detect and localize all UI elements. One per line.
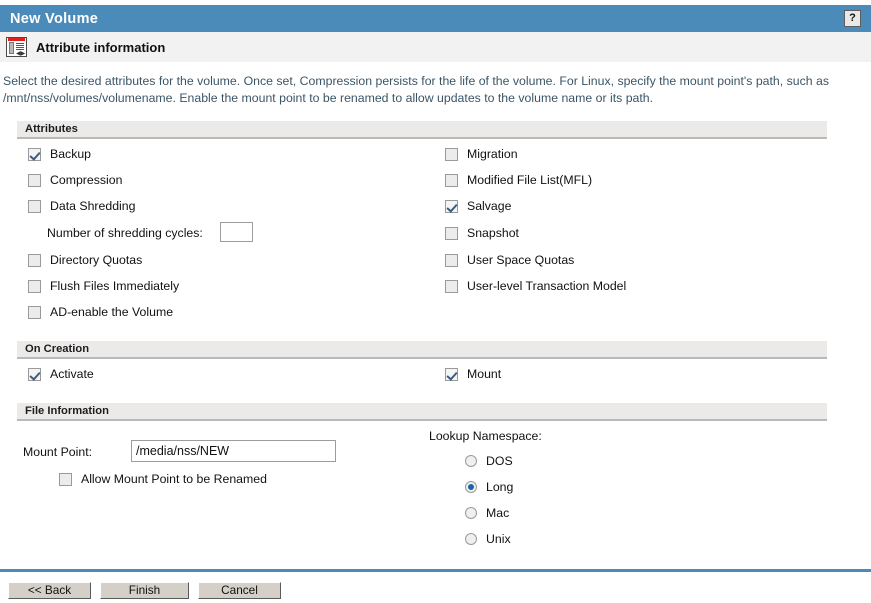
section-title-file-information: File Information — [25, 405, 109, 417]
checkbox-directory-quotas[interactable] — [28, 253, 41, 267]
radio-row-long[interactable]: Long — [465, 480, 513, 494]
section-title-on-creation: On Creation — [25, 343, 90, 355]
radio-label-dos: DOS — [486, 454, 513, 468]
checkbox-row-allow-mount-point-renamed[interactable]: Allow Mount Point to be Renamed — [59, 472, 267, 486]
checkbox-label-backup: Backup — [50, 147, 92, 161]
checkbox-label-user-space-quotas: User Space Quotas — [467, 253, 575, 267]
checkbox-row-migration[interactable]: Migration — [445, 147, 518, 161]
finish-button[interactable]: Finish — [100, 582, 189, 599]
radio-unix[interactable] — [465, 533, 477, 545]
footer-divider — [0, 569, 871, 572]
checkbox-flush-files-immediately[interactable] — [28, 279, 41, 293]
radio-row-mac[interactable]: Mac — [465, 506, 509, 520]
shredding-cycles-input[interactable] — [220, 222, 253, 242]
checkbox-row-directory-quotas[interactable]: Directory Quotas — [28, 253, 142, 267]
attribute-panel-icon: ◀▶ — [6, 37, 27, 57]
checkbox-label-snapshot: Snapshot — [467, 226, 519, 240]
checkbox-label-activate: Activate — [50, 367, 94, 381]
checkbox-salvage[interactable] — [445, 199, 458, 213]
label-lookup-namespace: Lookup Namespace: — [429, 429, 542, 443]
checkbox-label-ad-enable-the-volume: AD-enable the Volume — [50, 305, 174, 319]
checkbox-label-compression: Compression — [50, 173, 123, 187]
section-header-file-information: File Information — [17, 403, 827, 421]
checkbox-backup[interactable] — [28, 147, 41, 161]
checkbox-mount[interactable] — [445, 367, 458, 381]
checkbox-label-salvage: Salvage — [467, 199, 512, 213]
checkbox-row-activate[interactable]: Activate — [28, 367, 94, 381]
checkbox-allow-mount-point-renamed[interactable] — [59, 472, 72, 486]
checkbox-ad-enable-the-volume[interactable] — [28, 305, 41, 319]
page-header-band: ◀▶ Attribute information — [0, 32, 871, 62]
section-header-on-creation: On Creation — [17, 341, 827, 359]
checkbox-migration[interactable] — [445, 147, 458, 161]
checkbox-row-data-shredding[interactable]: Data Shredding — [28, 199, 135, 213]
checkbox-data-shredding[interactable] — [28, 199, 41, 213]
checkbox-label-migration: Migration — [467, 147, 518, 161]
page-description: Select the desired attributes for the vo… — [3, 74, 829, 105]
checkbox-row-ad-enable-the-volume[interactable]: AD-enable the Volume — [28, 305, 173, 319]
checkbox-label-modified-file-list: Modified File List(MFL) — [467, 173, 593, 187]
radio-label-mac: Mac — [486, 506, 510, 520]
checkbox-row-compression[interactable]: Compression — [28, 173, 122, 187]
checkbox-label-data-shredding: Data Shredding — [50, 199, 136, 213]
checkbox-row-mount[interactable]: Mount — [445, 367, 501, 381]
checkbox-row-user-space-quotas[interactable]: User Space Quotas — [445, 253, 574, 267]
checkbox-row-salvage[interactable]: Salvage — [445, 199, 511, 213]
radio-label-unix: Unix — [486, 532, 511, 546]
help-icon[interactable]: ? — [844, 10, 861, 27]
radio-row-unix[interactable]: Unix — [465, 532, 511, 546]
radio-label-long: Long — [486, 480, 514, 494]
checkbox-modified-file-list[interactable] — [445, 173, 458, 187]
checkbox-user-space-quotas[interactable] — [445, 253, 458, 267]
radio-long[interactable] — [465, 481, 477, 493]
mount-point-input[interactable] — [131, 440, 336, 462]
label-mount-point: Mount Point: — [23, 445, 93, 459]
checkbox-row-modified-file-list[interactable]: Modified File List(MFL) — [445, 173, 592, 187]
checkbox-row-snapshot[interactable]: Snapshot — [445, 226, 519, 240]
window-title-bar: New Volume ? — [0, 5, 871, 32]
checkbox-compression[interactable] — [28, 173, 41, 187]
checkbox-row-flush-files-immediately[interactable]: Flush Files Immediately — [28, 279, 179, 293]
label-shredding-cycles: Number of shredding cycles: — [47, 226, 203, 240]
checkbox-activate[interactable] — [28, 367, 41, 381]
page-title: Attribute information — [36, 39, 166, 55]
radio-row-dos[interactable]: DOS — [465, 454, 513, 468]
radio-mac[interactable] — [465, 507, 477, 519]
checkbox-label-flush-files-immediately: Flush Files Immediately — [50, 279, 180, 293]
checkbox-label-allow-mount-point-renamed: Allow Mount Point to be Renamed — [81, 472, 267, 486]
checkbox-snapshot[interactable] — [445, 226, 458, 240]
checkbox-user-level-transaction-model[interactable] — [445, 279, 458, 293]
back-button[interactable]: << Back — [8, 582, 91, 599]
checkbox-label-user-level-transaction-model: User-level Transaction Model — [467, 279, 627, 293]
checkbox-row-user-level-transaction-model[interactable]: User-level Transaction Model — [445, 279, 626, 293]
cancel-button[interactable]: Cancel — [198, 582, 281, 599]
checkbox-label-mount: Mount — [467, 367, 502, 381]
window-title: New Volume — [10, 10, 99, 27]
section-header-attributes: Attributes — [17, 121, 827, 139]
radio-dos[interactable] — [465, 455, 477, 467]
checkbox-row-backup[interactable]: Backup — [28, 147, 91, 161]
checkbox-label-directory-quotas: Directory Quotas — [50, 253, 143, 267]
section-title-attributes: Attributes — [25, 123, 78, 135]
